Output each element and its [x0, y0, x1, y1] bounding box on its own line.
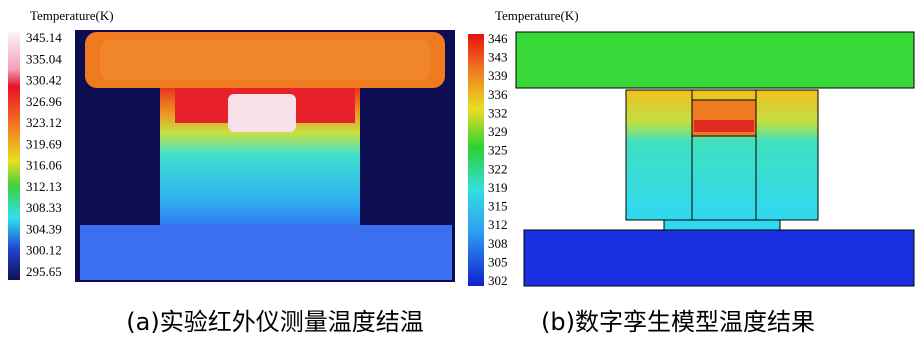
label-background	[24, 179, 72, 196]
colorbar-label: 323.12	[26, 115, 62, 130]
colorbar-label: 322	[488, 161, 508, 176]
colorbar-label: 339	[488, 68, 508, 83]
label-background	[486, 162, 512, 179]
label-background	[24, 158, 72, 175]
colorbar-label: 312	[488, 217, 508, 232]
simulation-image	[515, 31, 915, 287]
label-background	[486, 32, 512, 48]
colorbar	[8, 32, 20, 280]
label-background	[24, 243, 72, 260]
colorbar-label: 302	[488, 273, 508, 288]
colorbar-label: 326.96	[26, 94, 62, 109]
label-background	[24, 31, 72, 47]
colorbar-label: 316.06	[26, 158, 62, 173]
label-background	[486, 255, 512, 272]
label-background	[486, 87, 512, 104]
colorbar-label: 308.33	[26, 200, 62, 215]
caption: (a)实验红外仪测量温度结温	[126, 308, 423, 336]
colorbar-label: 343	[488, 50, 508, 65]
colorbar-label: 315	[488, 199, 508, 214]
label-background	[24, 265, 72, 281]
colorbar-label: 335.04	[26, 51, 62, 66]
colorbar	[468, 34, 484, 286]
colorbar-label: 305	[488, 254, 508, 269]
label-background	[486, 125, 512, 142]
colorbar-label: 319	[488, 180, 508, 195]
colorbar-label: 300.12	[26, 243, 62, 258]
infrared-image	[75, 30, 455, 282]
colorbar-label: 312.13	[26, 179, 62, 194]
label-background	[486, 143, 512, 160]
colorbar-label: 295.65	[26, 264, 62, 279]
label-background	[486, 199, 512, 216]
label-background	[24, 222, 72, 239]
colorbar-label: 308	[488, 236, 508, 251]
colorbar-label: 346	[488, 31, 508, 46]
colorbar-label: 345.14	[26, 30, 62, 45]
colorbar-label: 332	[488, 105, 508, 120]
label-background	[486, 218, 512, 235]
colorbar-label: 329	[488, 124, 508, 139]
caption: (b)数字孪生模型温度结果	[541, 308, 815, 336]
label-background	[486, 69, 512, 86]
label-background	[24, 94, 72, 111]
colorbar-label: 319.69	[26, 136, 62, 151]
label-background	[24, 73, 72, 90]
label-background	[24, 137, 72, 154]
colorbar-label: 336	[488, 87, 508, 102]
label-background	[486, 180, 512, 197]
label-background	[24, 52, 72, 69]
label-background	[24, 116, 72, 133]
label-background	[486, 236, 512, 253]
colorbar-label: 330.42	[26, 73, 62, 88]
colorbar-label: 304.39	[26, 221, 62, 236]
colorbar-label: 325	[488, 143, 508, 158]
colorbar-title: Temperature(K)	[30, 8, 114, 23]
label-background	[486, 50, 512, 67]
label-background	[24, 201, 72, 218]
label-background	[486, 274, 512, 290]
label-background	[486, 106, 512, 123]
colorbar-title: Temperature(K)	[495, 8, 579, 23]
